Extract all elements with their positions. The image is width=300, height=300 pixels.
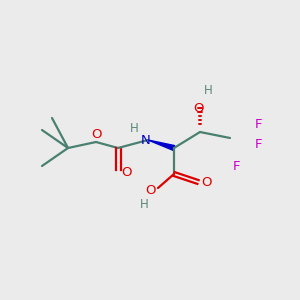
Text: F: F [232,160,240,172]
Text: O: O [121,166,131,178]
Text: O: O [194,103,204,116]
Polygon shape [148,140,175,150]
Text: O: O [201,176,211,188]
Text: F: F [254,118,262,130]
Text: H: H [140,197,148,211]
Text: F: F [254,137,262,151]
Text: H: H [204,83,212,97]
Text: H: H [130,122,138,134]
Text: O: O [145,184,155,196]
Text: N: N [141,134,151,148]
Text: O: O [91,128,101,140]
